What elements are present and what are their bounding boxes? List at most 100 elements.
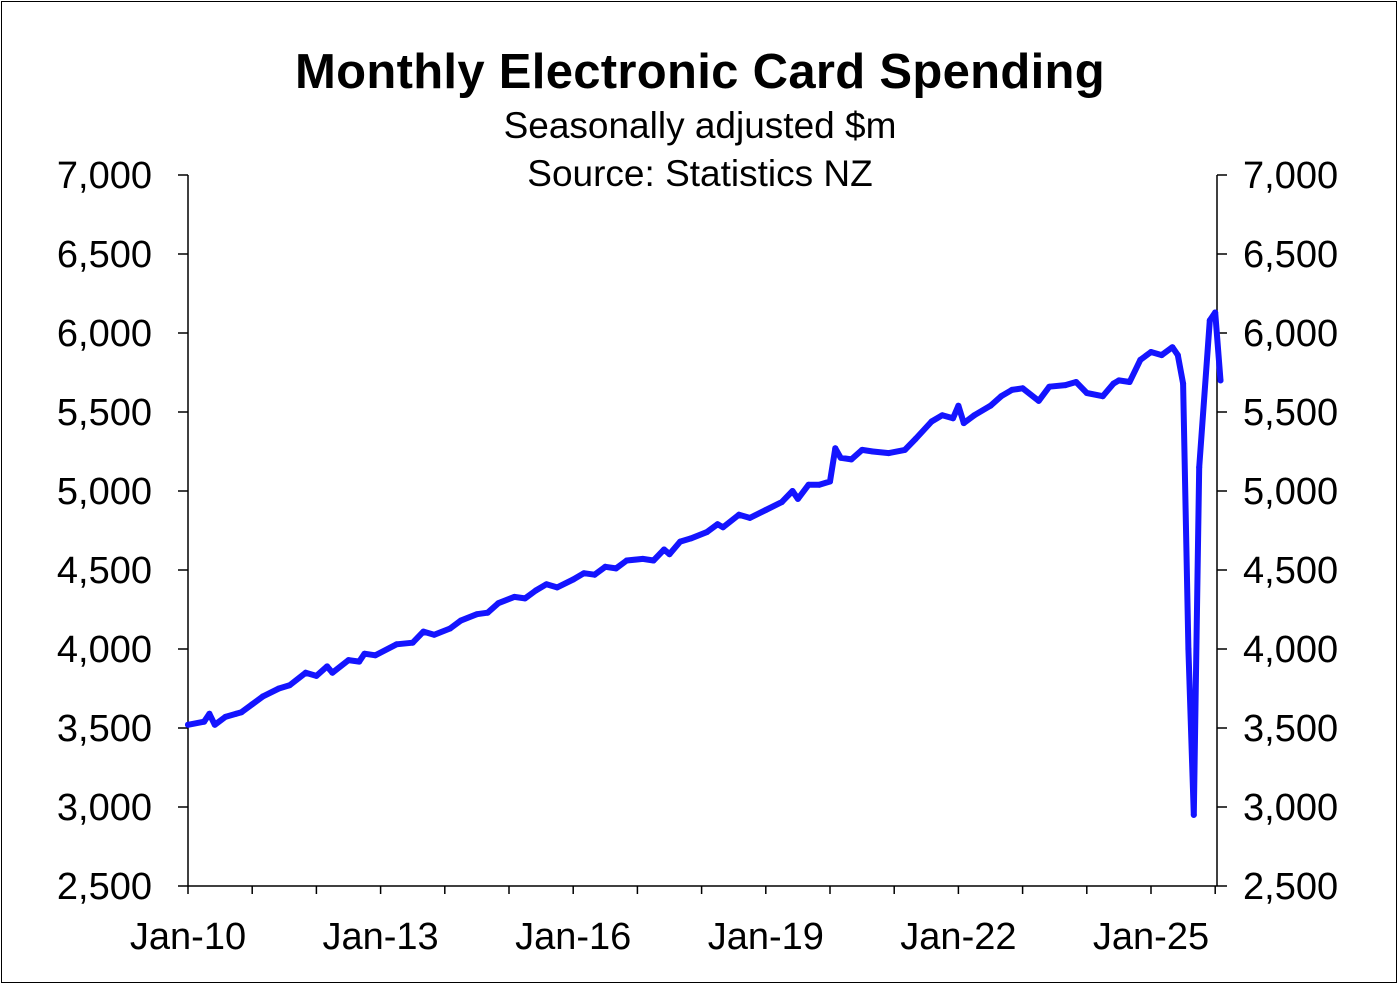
data-point xyxy=(762,507,769,513)
data-point xyxy=(259,693,266,700)
x-tick-label: Jan-10 xyxy=(130,916,246,958)
data-point xyxy=(1180,380,1187,387)
y-tick-label-right: 6,000 xyxy=(1243,313,1338,355)
data-point xyxy=(639,555,646,562)
data-point xyxy=(543,581,550,588)
data-point xyxy=(1217,377,1224,384)
data-point xyxy=(650,557,657,564)
y-tick-label-right: 6,500 xyxy=(1243,234,1338,276)
y-tick-label-right: 3,000 xyxy=(1243,787,1338,829)
data-point xyxy=(286,682,293,689)
data-point xyxy=(955,402,962,409)
x-tick-label: Jan-22 xyxy=(900,916,1016,958)
x-tick-label: Jan-25 xyxy=(1093,916,1209,958)
data-point xyxy=(703,529,710,536)
data-point xyxy=(885,450,892,457)
data-point xyxy=(1185,646,1192,652)
data-point xyxy=(324,663,331,670)
data-point xyxy=(554,584,561,591)
data-point xyxy=(666,551,673,558)
data-point xyxy=(484,609,491,616)
x-tick-label: Jan-16 xyxy=(515,916,631,958)
data-point xyxy=(457,617,464,624)
data-point xyxy=(794,495,801,502)
data-point xyxy=(1196,464,1203,471)
data-point xyxy=(1158,352,1165,359)
series-layer xyxy=(185,309,1224,818)
chart-subtitle: Seasonally adjusted $m xyxy=(503,105,897,146)
axes: 2,500 2,500 3,000 3,000 3,500 3,500 4,000 4,000… xyxy=(57,155,1338,958)
data-point xyxy=(361,650,368,657)
data-point xyxy=(1019,385,1026,392)
data-point xyxy=(233,710,240,717)
data-point xyxy=(859,446,866,453)
data-point xyxy=(950,415,956,422)
data-point xyxy=(848,456,855,463)
data-point xyxy=(1169,344,1176,351)
y-tick-label-right: 4,500 xyxy=(1243,550,1338,592)
data-point xyxy=(409,639,416,646)
y-tick-label-left: 6,000 xyxy=(57,313,152,355)
data-point xyxy=(613,565,619,572)
data-point xyxy=(249,701,256,708)
data-point xyxy=(1046,383,1053,390)
data-point xyxy=(511,593,518,600)
data-point xyxy=(275,685,282,692)
data-point xyxy=(1206,317,1213,324)
y-tick-label-left: 3,500 xyxy=(57,708,152,750)
data-point xyxy=(1035,397,1042,404)
chart-title: Monthly Electronic Card Spending xyxy=(295,45,1105,99)
data-point xyxy=(661,546,668,553)
data-point xyxy=(827,478,833,485)
data-point xyxy=(687,535,694,542)
data-point xyxy=(789,488,796,494)
y-tick-label-left: 4,500 xyxy=(57,550,152,592)
data-point xyxy=(185,721,191,728)
data-point xyxy=(869,448,876,455)
y-tick-label-right: 7,000 xyxy=(1243,155,1338,197)
data-point xyxy=(345,657,352,664)
data-point xyxy=(532,587,539,594)
data-point xyxy=(746,514,753,521)
y-tick-label-left: 6,500 xyxy=(57,234,152,276)
data-point xyxy=(912,435,919,442)
y-tick-label-left: 5,500 xyxy=(57,392,152,434)
data-point xyxy=(1174,352,1181,359)
data-point xyxy=(837,454,844,461)
y-tick-label-left: 5,000 xyxy=(57,471,152,513)
data-point xyxy=(998,393,1005,400)
data-point xyxy=(201,718,208,725)
data-point xyxy=(1115,377,1122,384)
data-point xyxy=(206,710,213,717)
data-point xyxy=(238,709,245,716)
y-tick-label-right: 3,500 xyxy=(1243,708,1338,750)
data-point xyxy=(901,446,908,453)
data-point xyxy=(1137,356,1144,363)
data-point xyxy=(1126,379,1133,385)
data-point xyxy=(393,641,400,648)
data-point xyxy=(570,576,577,583)
data-point xyxy=(805,481,812,488)
y-tick-label-right: 4,000 xyxy=(1243,629,1338,671)
data-point xyxy=(495,600,502,607)
y-tick-label-right: 5,000 xyxy=(1243,471,1338,513)
data-point xyxy=(211,721,218,728)
data-point xyxy=(580,570,587,577)
data-point xyxy=(987,402,994,409)
data-point xyxy=(431,631,438,638)
data-point xyxy=(1110,380,1117,387)
data-point xyxy=(1062,382,1069,389)
y-tick-label-left: 2,500 xyxy=(57,866,152,908)
data-point xyxy=(1083,390,1090,396)
data-point xyxy=(1148,349,1154,355)
y-tick-label-right: 5,500 xyxy=(1243,392,1338,434)
data-point xyxy=(816,481,823,488)
data-point xyxy=(720,524,726,531)
data-point xyxy=(1073,379,1080,385)
data-point xyxy=(447,625,454,632)
chart-source: Source: Statistics NZ xyxy=(527,153,873,194)
y-tick-label-left: 7,000 xyxy=(57,155,152,197)
data-point xyxy=(420,628,427,635)
